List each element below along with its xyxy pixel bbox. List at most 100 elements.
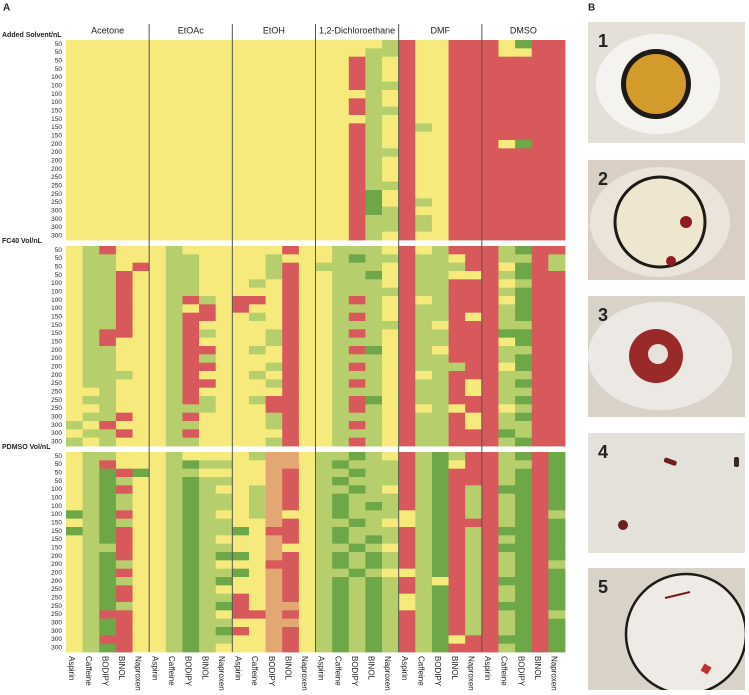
heat-cell [332,123,350,133]
heat-cell [365,510,383,520]
heat-cell [265,90,283,99]
heat-cell [465,156,483,166]
heat-cell [248,271,266,280]
heat-cell [481,593,499,603]
heat-cell [248,568,266,578]
heat-cell [199,362,217,372]
heat-cell [248,627,266,636]
heat-cell [199,56,217,66]
heat-cell [66,181,84,191]
heat-cell [132,287,150,297]
heat-cell [149,148,167,158]
heat-cell [66,287,84,297]
heat-cell [348,452,366,461]
heat-cell [548,510,566,520]
heat-cell [265,148,283,158]
heat-cell [115,98,133,108]
heat-cell [348,215,366,224]
heat-cell [348,140,366,149]
heat-cell [298,279,316,289]
heat-cell [481,477,499,486]
heat-cell [182,460,200,470]
heat-cell [132,262,150,272]
heat-cell [382,543,400,553]
heat-cell [199,485,217,495]
heat-cell [315,296,333,305]
heat-cell [99,206,117,216]
heat-cell [265,115,283,124]
heat-cell [248,123,266,133]
heat-cell [149,115,167,124]
heat-cell [548,287,566,297]
heat-cell [232,148,250,158]
heat-cell [498,552,516,561]
heat-cell [431,206,449,216]
row-label: 100 [51,99,62,106]
heat-cell [481,115,499,124]
heat-cell [332,40,350,49]
heat-cell [548,568,566,578]
heat-cell [415,354,433,364]
heat-cell [465,337,483,347]
heat-cell [248,140,266,149]
heat-cell [199,279,217,289]
heat-cell [298,362,316,372]
heat-cell [531,460,549,470]
heat-cell [66,73,84,83]
heat-cell [149,48,167,58]
heat-cell [448,404,466,414]
heat-cell [332,362,350,372]
heat-cell [315,527,333,536]
heat-cell [548,198,566,208]
heat-cell [348,437,366,447]
heat-cell [298,535,316,545]
heat-cell [66,329,84,339]
heat-cell [398,304,416,314]
heat-cell [265,346,283,355]
heat-cell [66,560,84,570]
heat-cell [481,618,499,628]
heat-cell [66,262,84,272]
heat-cell [531,510,549,520]
heat-cell [298,123,316,133]
heat-cell [165,181,183,191]
heat-cell [132,535,150,545]
heat-cell [82,610,100,620]
heat-cell [282,396,300,405]
heat-cell [415,396,433,405]
heat-cell [265,468,283,478]
heat-cell [265,123,283,133]
heat-cell [448,429,466,439]
heat-cell [232,404,250,414]
heat-cell [315,337,333,347]
heat-cell [365,254,383,264]
heat-cell [132,635,150,645]
heat-cell [415,477,433,486]
heat-cell [515,231,533,241]
heat-cell [515,254,533,264]
heat-cell [132,552,150,561]
heat-cell [149,610,167,620]
heat-cell [149,477,167,486]
heat-cell [365,577,383,586]
heat-cell [531,354,549,364]
heat-cell [115,593,133,603]
heat-cell [165,643,183,653]
heat-cell [66,371,84,380]
heat-cell [382,452,400,461]
heat-cell [66,190,84,199]
heat-cell [165,468,183,478]
heat-cell [265,635,283,645]
heat-cell [248,279,266,289]
heat-cell [382,173,400,183]
heat-cell [365,279,383,289]
heat-cell [298,165,316,174]
heat-cell [431,181,449,191]
heat-cell [282,73,300,83]
heat-cell [215,635,233,645]
heat-cell [448,279,466,289]
heat-cell [282,223,300,233]
heat-cell [132,618,150,628]
heat-cell [115,412,133,422]
heat-cell [215,568,233,578]
